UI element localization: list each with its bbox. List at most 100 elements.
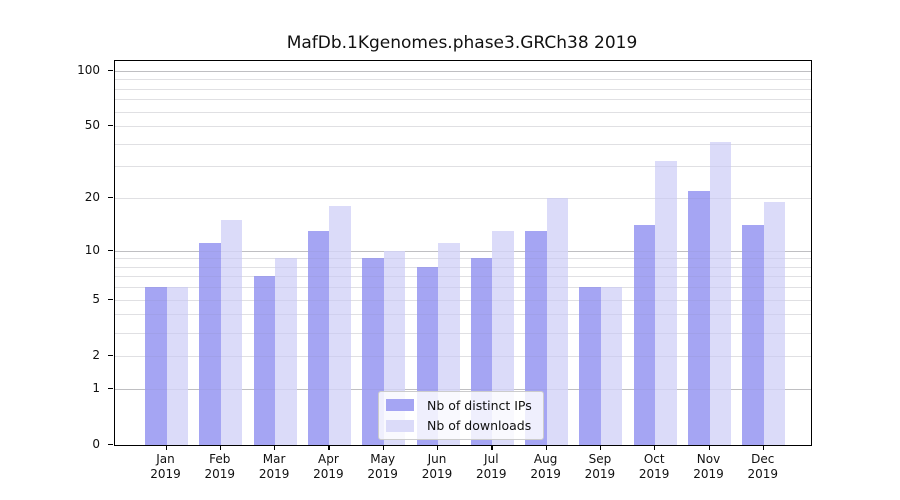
gridline-overlay (115, 332, 811, 334)
x-tick-label-may: May 2019 (367, 452, 398, 481)
gridline-overlay (115, 88, 811, 90)
gridline-overlay (115, 70, 811, 72)
gridline-minor (115, 111, 811, 113)
gridline-minor (115, 143, 811, 145)
bar-distinct-ips-feb (199, 243, 221, 445)
legend-label-downloads: Nb of downloads (427, 418, 532, 434)
plot-area (114, 60, 812, 446)
gridline-overlay (115, 99, 811, 101)
y-tick (108, 444, 113, 446)
bar-downloads-aug (546, 198, 569, 445)
gridline-overlay (115, 355, 811, 357)
x-tick (328, 445, 330, 450)
gridline-overlay (115, 143, 811, 145)
gridline-minor (115, 266, 811, 268)
bar-downloads-sep (600, 287, 623, 445)
gridline-overlay (115, 276, 811, 278)
bar-downloads-jan (166, 287, 188, 445)
x-tick-label-aug: Aug 2019 (530, 452, 561, 481)
x-tick-label-sep: Sep 2019 (584, 452, 616, 481)
y-tick (108, 354, 113, 357)
x-tick-label-dec: Dec 2019 (747, 452, 779, 481)
gridline-minor (115, 299, 811, 301)
legend: Nb of distinct IPs Nb of downloads (378, 391, 544, 440)
legend-swatch-distinct-ips (386, 399, 414, 412)
y-tick-label: 2 (92, 347, 100, 362)
gridline-overlay (115, 287, 811, 289)
gridline-major (115, 250, 811, 252)
legend-item-downloads: Nb of downloads (386, 418, 543, 433)
bar-distinct-ips-apr (307, 230, 330, 445)
gridline-overlay (115, 166, 811, 168)
gridline-overlay (115, 126, 811, 128)
gridline-major (115, 388, 811, 390)
y-tick-label: 100 (77, 62, 100, 77)
legend-item-distinct-ips: Nb of distinct IPs (386, 398, 543, 413)
x-tick-label-jun: Jun 2019 (421, 452, 453, 481)
gridline-minor (115, 314, 811, 316)
x-tick (165, 445, 167, 450)
gridline-overlay (115, 250, 811, 252)
x-tick-label-jan: Jan 2019 (150, 452, 181, 481)
y-tick-label: 50 (84, 118, 100, 133)
bar-distinct-ips-dec (742, 225, 764, 445)
gridline-minor (115, 198, 811, 200)
y-tick (108, 387, 113, 390)
bar-downloads-apr (329, 206, 351, 445)
x-tick (545, 445, 547, 450)
y-tick (108, 298, 113, 300)
x-tick-label-apr: Apr 2019 (313, 452, 344, 481)
gridline-overlay (115, 198, 811, 200)
x-tick (274, 445, 276, 450)
x-tick (219, 445, 222, 450)
chart-title: MafDb.1Kgenomes.phase3.GRCh38 2019 (286, 33, 638, 53)
gridline-overlay (115, 388, 811, 390)
y-tick-label: 0 (92, 437, 100, 451)
gridline-major (115, 70, 811, 72)
gridline-overlay (115, 266, 811, 268)
x-tick-label-jul: Jul 2019 (476, 452, 507, 481)
bar-distinct-ips-sep (579, 287, 601, 445)
y-tick (108, 249, 113, 251)
y-tick (108, 69, 113, 71)
bar-downloads-mar (275, 258, 297, 445)
bar-downloads-feb (220, 220, 243, 445)
y-tick-label: 1 (92, 380, 100, 395)
bar-distinct-ips-mar (253, 276, 276, 445)
x-tick (762, 445, 765, 450)
x-tick-label-mar: Mar 2019 (258, 452, 290, 481)
gridline-minor (115, 88, 811, 90)
gridline-minor (115, 332, 811, 334)
gridline-minor (115, 287, 811, 289)
bar-downloads-dec (763, 202, 786, 445)
bar-downloads-nov (709, 141, 731, 445)
gridline-overlay (115, 314, 811, 316)
x-tick (599, 445, 602, 450)
y-tick-label: 10 (84, 242, 100, 257)
gridline-overlay (115, 111, 811, 113)
gridline-minor (115, 126, 811, 128)
gridline-overlay (115, 299, 811, 301)
bar-distinct-ips-nov (688, 190, 710, 445)
x-tick (382, 445, 384, 450)
x-tick-label-feb: Feb 2019 (204, 452, 236, 481)
y-tick (108, 197, 113, 199)
y-tick-label: 20 (84, 190, 100, 205)
gridline-minor (115, 79, 811, 81)
bar-distinct-ips-jan (145, 287, 167, 445)
x-tick-label-oct: Oct 2019 (638, 452, 670, 481)
y-tick (108, 125, 113, 127)
x-tick (437, 445, 439, 450)
y-tick-label: 5 (92, 291, 100, 306)
bar-downloads-oct (655, 161, 677, 445)
legend-label-distinct-ips: Nb of distinct IPs (427, 397, 532, 413)
x-tick (708, 445, 710, 450)
x-tick-label-nov: Nov 2019 (693, 452, 724, 481)
x-tick (491, 445, 493, 450)
gridline-minor (115, 276, 811, 278)
x-tick (654, 445, 656, 450)
gridline-minor (115, 99, 811, 101)
gridline-overlay (115, 258, 811, 260)
gridline-overlay (115, 79, 811, 81)
